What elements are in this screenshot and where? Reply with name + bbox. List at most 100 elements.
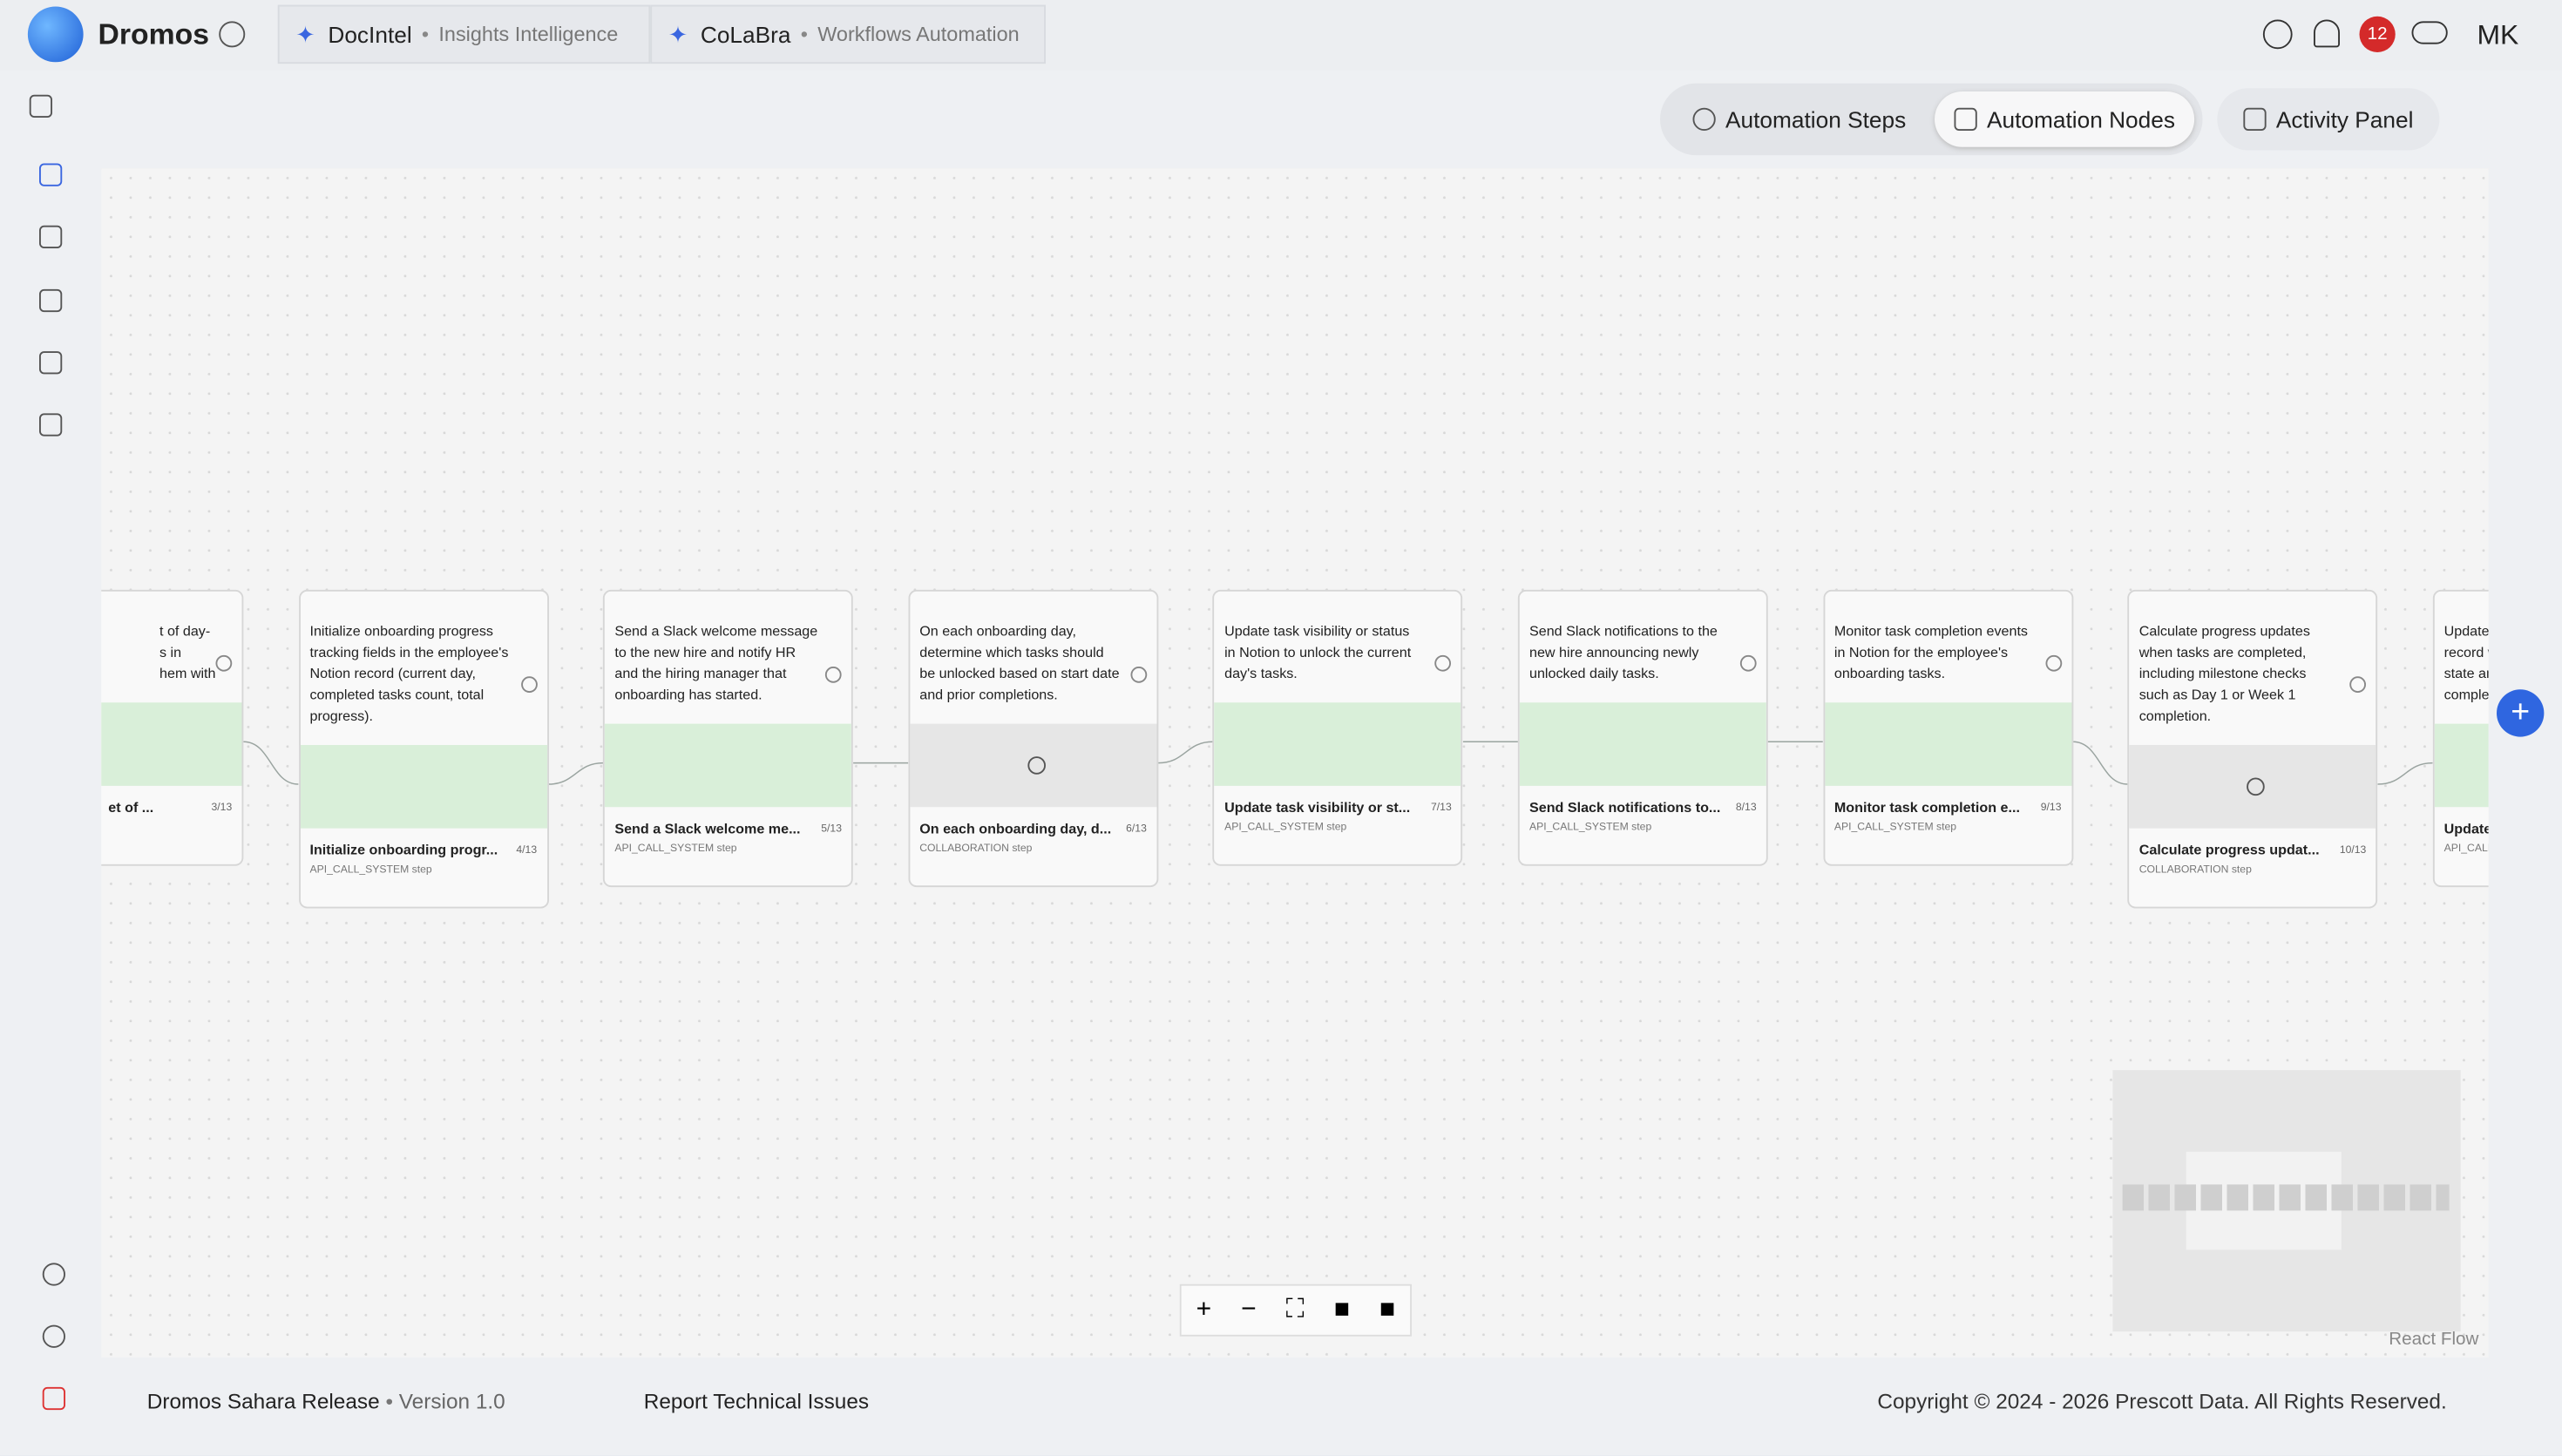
nav-icon[interactable] [39, 163, 63, 186]
activity-button[interactable]: Activity Panel [2217, 88, 2440, 151]
node-title: Initialize onboarding progr... [309, 841, 498, 858]
step-count: 7/13 [1431, 802, 1452, 814]
flow-node[interactable]: t of day-s in hem with et of ... 3/13 [101, 589, 244, 866]
node-title: Send a Slack welcome me... [614, 820, 801, 836]
header: Dromos ✦DocIntelInsights Intelligence ✦C… [0, 0, 2562, 71]
report-link[interactable]: Report Technical Issues [643, 1388, 870, 1413]
step-type: API_CALL_SYSTEM [2443, 843, 2489, 855]
step-type: API_CALL_SYSTEM step [1224, 822, 1347, 834]
edge [548, 762, 604, 785]
button-label: Automation Steps [1725, 105, 1907, 132]
step-type: API_CALL_SYSTEM step [309, 863, 432, 876]
gear-icon [1027, 756, 1046, 775]
node-description: Update the en record with th state and cum… [2444, 621, 2489, 707]
node-description: t of day-s in hem with [159, 621, 215, 685]
node-band [2129, 745, 2376, 829]
description-line: such as Day 1 or Week 1 [2138, 686, 2296, 703]
logout[interactable] [42, 1386, 65, 1411]
node-title: Send Slack notifications to... [1529, 798, 1721, 816]
nav-icon[interactable] [39, 288, 63, 313]
tab-name: CoLaBra [700, 21, 791, 48]
settings[interactable] [42, 1263, 65, 1286]
description-line: Send Slack notifications to the [1529, 622, 1718, 640]
description-line: onboarding tasks. [1833, 665, 1946, 681]
description-line: Monitor task completion events [1833, 622, 2028, 640]
notifications[interactable] [2314, 19, 2340, 48]
flow-node[interactable]: Send a Slack welcome message to the new h… [603, 589, 854, 888]
node-description: Initialize onboarding progress tracking f… [309, 621, 508, 728]
toggle-button[interactable]: Automation Nodes [1935, 91, 2195, 147]
language[interactable] [219, 21, 246, 48]
node-description: On each onboarding day, determine which t… [919, 621, 1119, 707]
flow-node[interactable]: Update task visibility or status in Notio… [1212, 589, 1463, 866]
edge [1157, 741, 1214, 764]
flow-node[interactable]: Update the en record with th state and cum… [2432, 589, 2489, 888]
zoom-in[interactable]: + [1196, 1295, 1212, 1324]
flow-controls: + − ⛶ ■ ■ [1179, 1283, 1412, 1337]
info-icon [2044, 654, 2062, 672]
info-icon [520, 676, 538, 693]
release[interactable]: Dromos Sahara Release • Version 1.0 [146, 1388, 505, 1413]
node-description: Send a Slack welcome message to the new h… [614, 621, 817, 707]
step-count: 4/13 [516, 844, 538, 857]
tab-sub: Insights Intelligence [422, 23, 618, 45]
nav-icon[interactable] [39, 225, 63, 248]
nav-icon[interactable] [39, 413, 63, 437]
minimap[interactable] [2112, 1070, 2461, 1332]
footer: Dromos Sahara Release • Version 1.0 Repo… [101, 1359, 2562, 1441]
node-title: Calculate progress updat... [2138, 841, 2320, 858]
step-count: 8/13 [1735, 802, 1757, 814]
description-line: in Notion for the employee's [1833, 643, 2009, 660]
info-icon [1130, 666, 1147, 682]
fit[interactable]: ⛶ [1285, 1295, 1305, 1324]
description-line: completion. [2138, 707, 2212, 724]
toggle-button[interactable]: Automation Steps [1673, 91, 1926, 147]
description-line: Update the en [2443, 622, 2489, 640]
step-type: API_CALL_SYSTEM step [614, 843, 737, 855]
description-line: On each onboarding day, [919, 622, 1077, 640]
user[interactable]: MK [2477, 19, 2519, 51]
save[interactable]: ■ [1379, 1295, 1395, 1324]
description-line: progress). [309, 707, 374, 724]
alert[interactable] [2262, 19, 2293, 50]
logo[interactable] [27, 6, 84, 63]
cloud[interactable] [2411, 21, 2448, 44]
flow-node[interactable]: On each onboarding day, determine which t… [908, 589, 1158, 888]
description-line: Send a Slack welcome message [614, 622, 818, 640]
zoom-out[interactable]: − [1241, 1295, 1257, 1324]
flow-node[interactable]: Monitor task completion events in Notion … [1822, 589, 2073, 866]
step-type: COLLABORATION step [2138, 863, 2252, 876]
node-description: Calculate progress updates when tasks are… [2139, 621, 2310, 728]
step-count: 9/13 [2040, 802, 2062, 814]
step-count: 3/13 [211, 802, 233, 814]
tab[interactable]: ✦CoLaBraWorkflows Automation [650, 4, 1046, 64]
description-line: completed tasks count, total [309, 686, 485, 703]
lock[interactable]: ■ [1333, 1295, 1350, 1324]
node-title: Update the en [2443, 820, 2489, 836]
description-line: Calculate progress updates [2138, 622, 2310, 640]
flow-node[interactable]: Initialize onboarding progress tracking f… [298, 589, 549, 909]
nav-icon[interactable] [39, 351, 63, 375]
flow-node[interactable]: Calculate progress updates when tasks are… [2127, 589, 2378, 909]
info-icon [825, 666, 842, 682]
description-line: to the new hire and notify HR [614, 643, 796, 660]
node-band [1214, 702, 1461, 786]
description-line: Update task visibility or status [1224, 622, 1410, 640]
edge [2377, 762, 2433, 785]
tab[interactable]: ✦DocIntelInsights Intelligence [277, 4, 651, 64]
tab-sub: Workflows Automation [801, 23, 1019, 45]
edge [243, 741, 299, 785]
info-icon [1434, 654, 1452, 672]
node-description: Send Slack notifications to the new hire … [1529, 621, 1718, 685]
add-node[interactable]: + [2497, 689, 2545, 737]
flow-node[interactable]: Send Slack notifications to the new hire … [1517, 589, 1768, 866]
description-line: including milestone checks [2138, 665, 2307, 681]
help[interactable] [42, 1324, 65, 1348]
nav-icon[interactable] [29, 94, 52, 118]
node-title: et of ... [108, 798, 154, 816]
node-band [1519, 702, 1766, 786]
node-title: On each onboarding day, d... [919, 820, 1112, 836]
node-band [2434, 723, 2489, 808]
